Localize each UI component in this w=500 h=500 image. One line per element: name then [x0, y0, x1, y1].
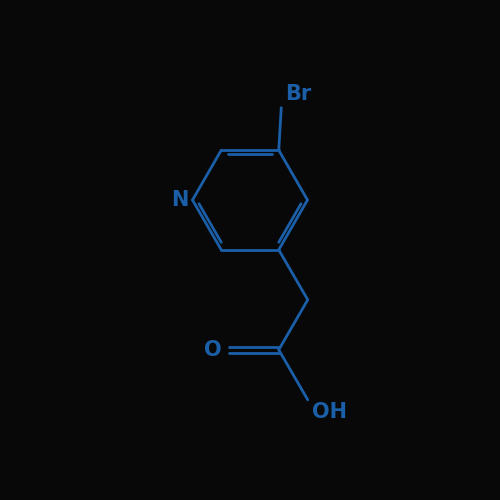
Text: N: N: [171, 190, 188, 210]
Text: OH: OH: [312, 402, 347, 422]
Text: O: O: [204, 340, 221, 360]
Text: Br: Br: [285, 84, 312, 103]
